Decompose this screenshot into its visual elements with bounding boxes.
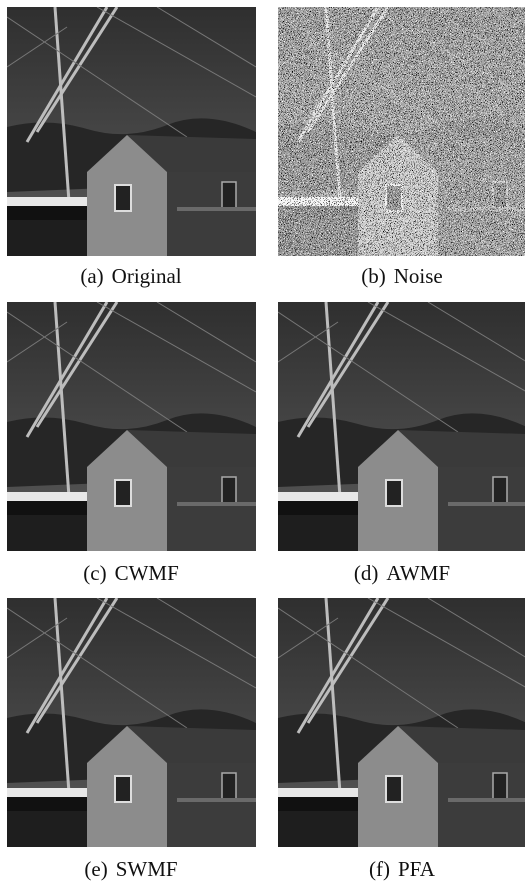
figure: (a) Original (b) Noise (c) CWMF (d) AWMF (e) SWMF… xyxy=(0,0,525,884)
figure-panel: (e) SWMF xyxy=(7,598,256,881)
panel-image xyxy=(7,598,256,847)
page: (a) Original (b) Noise (c) CWMF (d) AWMF (e) SWMF… xyxy=(0,0,525,884)
panel-caption: (e) SWMF xyxy=(84,857,177,881)
panel-image xyxy=(7,7,256,256)
panel-name: CWMF xyxy=(115,561,179,585)
panel-image xyxy=(278,302,525,551)
panel-caption: (a) Original xyxy=(80,264,181,288)
panel-label: (f) xyxy=(369,857,390,881)
scene xyxy=(7,7,256,256)
panel-label: (e) xyxy=(84,857,107,881)
panel-name: SWMF xyxy=(116,857,178,881)
figure-panel: (f) PFA xyxy=(278,598,525,881)
panel-label: (c) xyxy=(83,561,106,585)
figure-panel: (d) AWMF xyxy=(278,302,525,585)
panel-image xyxy=(7,302,256,551)
residual-pepper xyxy=(7,302,256,551)
panel-name: AWMF xyxy=(386,561,450,585)
panel-name: PFA xyxy=(398,857,436,881)
panel-caption: (b) Noise xyxy=(361,264,443,288)
residual-pepper xyxy=(7,598,256,847)
scene xyxy=(278,598,525,847)
panel-caption: (c) CWMF xyxy=(83,561,179,585)
figure-panel: (b) Noise xyxy=(278,7,525,288)
panel-image xyxy=(278,7,525,256)
panel-image xyxy=(278,598,525,847)
panel-caption: (f) PFA xyxy=(369,857,436,881)
panel-label: (b) xyxy=(361,264,386,288)
figure-panel: (c) CWMF xyxy=(7,302,256,585)
panel-name: Noise xyxy=(394,264,443,288)
panel-name: Original xyxy=(112,264,182,288)
residual-pepper xyxy=(278,302,525,551)
panel-label: (d) xyxy=(354,561,379,585)
panel-caption: (d) AWMF xyxy=(354,561,450,585)
figure-panel: (a) Original xyxy=(7,7,256,288)
panel-label: (a) xyxy=(80,264,103,288)
noise-pepper xyxy=(278,7,525,256)
